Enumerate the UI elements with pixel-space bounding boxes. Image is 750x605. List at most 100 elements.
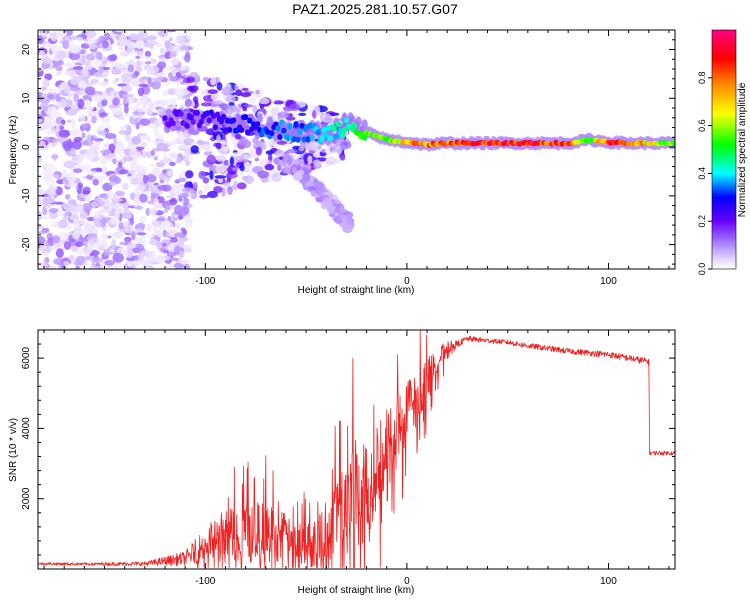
noise-blob	[155, 254, 166, 265]
noise-blob	[141, 264, 147, 269]
noise-blob	[139, 250, 151, 257]
noise-blob	[135, 205, 143, 211]
ridge-cell	[226, 126, 233, 133]
noise-blob	[148, 234, 155, 239]
colorbar-frame	[711, 29, 737, 270]
noise-blob	[174, 232, 186, 238]
noise-blob	[93, 210, 101, 219]
snr-series-line	[38, 330, 675, 568]
noise-blob	[87, 170, 97, 176]
noise-blob	[227, 164, 238, 175]
noise-blob	[84, 150, 96, 160]
noise-blob	[240, 92, 252, 98]
noise-blob	[42, 122, 53, 127]
noise-blob	[45, 242, 50, 247]
noise-blob	[41, 261, 48, 269]
noise-blob	[112, 97, 120, 106]
colorbar-gradient	[712, 30, 736, 269]
noise-blob	[286, 116, 296, 121]
noise-blob	[167, 244, 173, 253]
noise-blob	[174, 86, 185, 97]
ridge-cell	[281, 127, 287, 134]
colorbar-tick-label: 0.4	[697, 167, 707, 180]
noise-blob	[315, 105, 321, 115]
noise-blob	[61, 169, 67, 177]
noise-blob	[45, 177, 56, 187]
spectrogram-xlabel: Height of straight line (km)	[298, 285, 415, 296]
noise-blob	[47, 94, 55, 100]
noise-blob	[282, 106, 293, 112]
noise-blob	[129, 192, 135, 201]
noise-blob	[185, 220, 193, 228]
noise-blob	[237, 182, 247, 190]
noise-blob	[38, 196, 43, 203]
noise-blob	[293, 160, 300, 165]
noise-blob	[224, 159, 229, 166]
noise-blob	[166, 251, 177, 257]
noise-blob	[42, 56, 52, 65]
noise-blob	[216, 134, 221, 143]
noise-blob	[342, 224, 353, 233]
noise-blob	[179, 66, 187, 71]
ridge-cell	[188, 114, 194, 121]
noise-blob	[340, 214, 349, 223]
ridge-halo	[355, 116, 362, 127]
noise-blob	[78, 114, 86, 122]
ridge-cell	[198, 118, 204, 125]
ridge-cell	[305, 136, 311, 143]
noise-blob	[286, 148, 298, 154]
noise-blob	[133, 198, 138, 208]
noise-blob	[310, 189, 317, 197]
noise-blob	[165, 205, 171, 211]
noise-blob	[168, 72, 173, 79]
noise-blob	[112, 158, 117, 164]
noise-blob	[101, 99, 108, 107]
ridge-cell	[309, 134, 315, 141]
ridge-cell	[287, 123, 293, 130]
noise-blob	[153, 132, 160, 138]
noise-blob	[207, 89, 219, 95]
noise-blob	[215, 163, 226, 174]
noise-blob	[92, 178, 99, 186]
noise-blob	[161, 157, 172, 164]
noise-blob	[41, 30, 47, 38]
noise-blob	[81, 132, 86, 139]
noise-blob	[176, 209, 189, 217]
noise-blob	[215, 154, 226, 162]
noise-blob	[75, 255, 86, 266]
colorbar-tick-label: 0.6	[697, 119, 707, 132]
noise-blob	[124, 225, 135, 234]
noise-blob	[72, 66, 84, 70]
noise-blob	[165, 195, 175, 199]
noise-blob	[50, 143, 56, 148]
noise-blob	[40, 86, 47, 91]
spectrogram-ytick-label: 0	[21, 144, 32, 150]
noise-blob	[77, 182, 84, 189]
noise-blob	[131, 136, 142, 145]
ridge-cell	[166, 121, 172, 128]
noise-blob	[213, 182, 218, 186]
noise-blob	[157, 76, 164, 81]
noise-blob	[302, 167, 307, 173]
noise-blob	[320, 113, 332, 123]
noise-blob	[38, 236, 46, 245]
ridge-cell	[162, 115, 168, 122]
spectrogram-frame	[37, 29, 676, 270]
noise-blob	[118, 149, 125, 159]
noise-blob	[73, 217, 83, 227]
spectrogram-marks	[38, 30, 675, 269]
noise-blob	[237, 170, 244, 177]
noise-blob	[147, 76, 152, 84]
noise-blob	[113, 192, 118, 202]
noise-blob	[121, 182, 129, 190]
noise-blob	[230, 104, 238, 112]
noise-blob	[103, 260, 115, 266]
ridge-cell	[319, 135, 325, 142]
noise-blob	[123, 248, 134, 258]
ridge-cell	[323, 132, 329, 139]
noise-blob	[139, 193, 148, 203]
noise-blob	[150, 58, 157, 64]
noise-blob	[184, 98, 192, 107]
noise-blob	[175, 35, 186, 45]
noise-blob	[120, 39, 132, 44]
